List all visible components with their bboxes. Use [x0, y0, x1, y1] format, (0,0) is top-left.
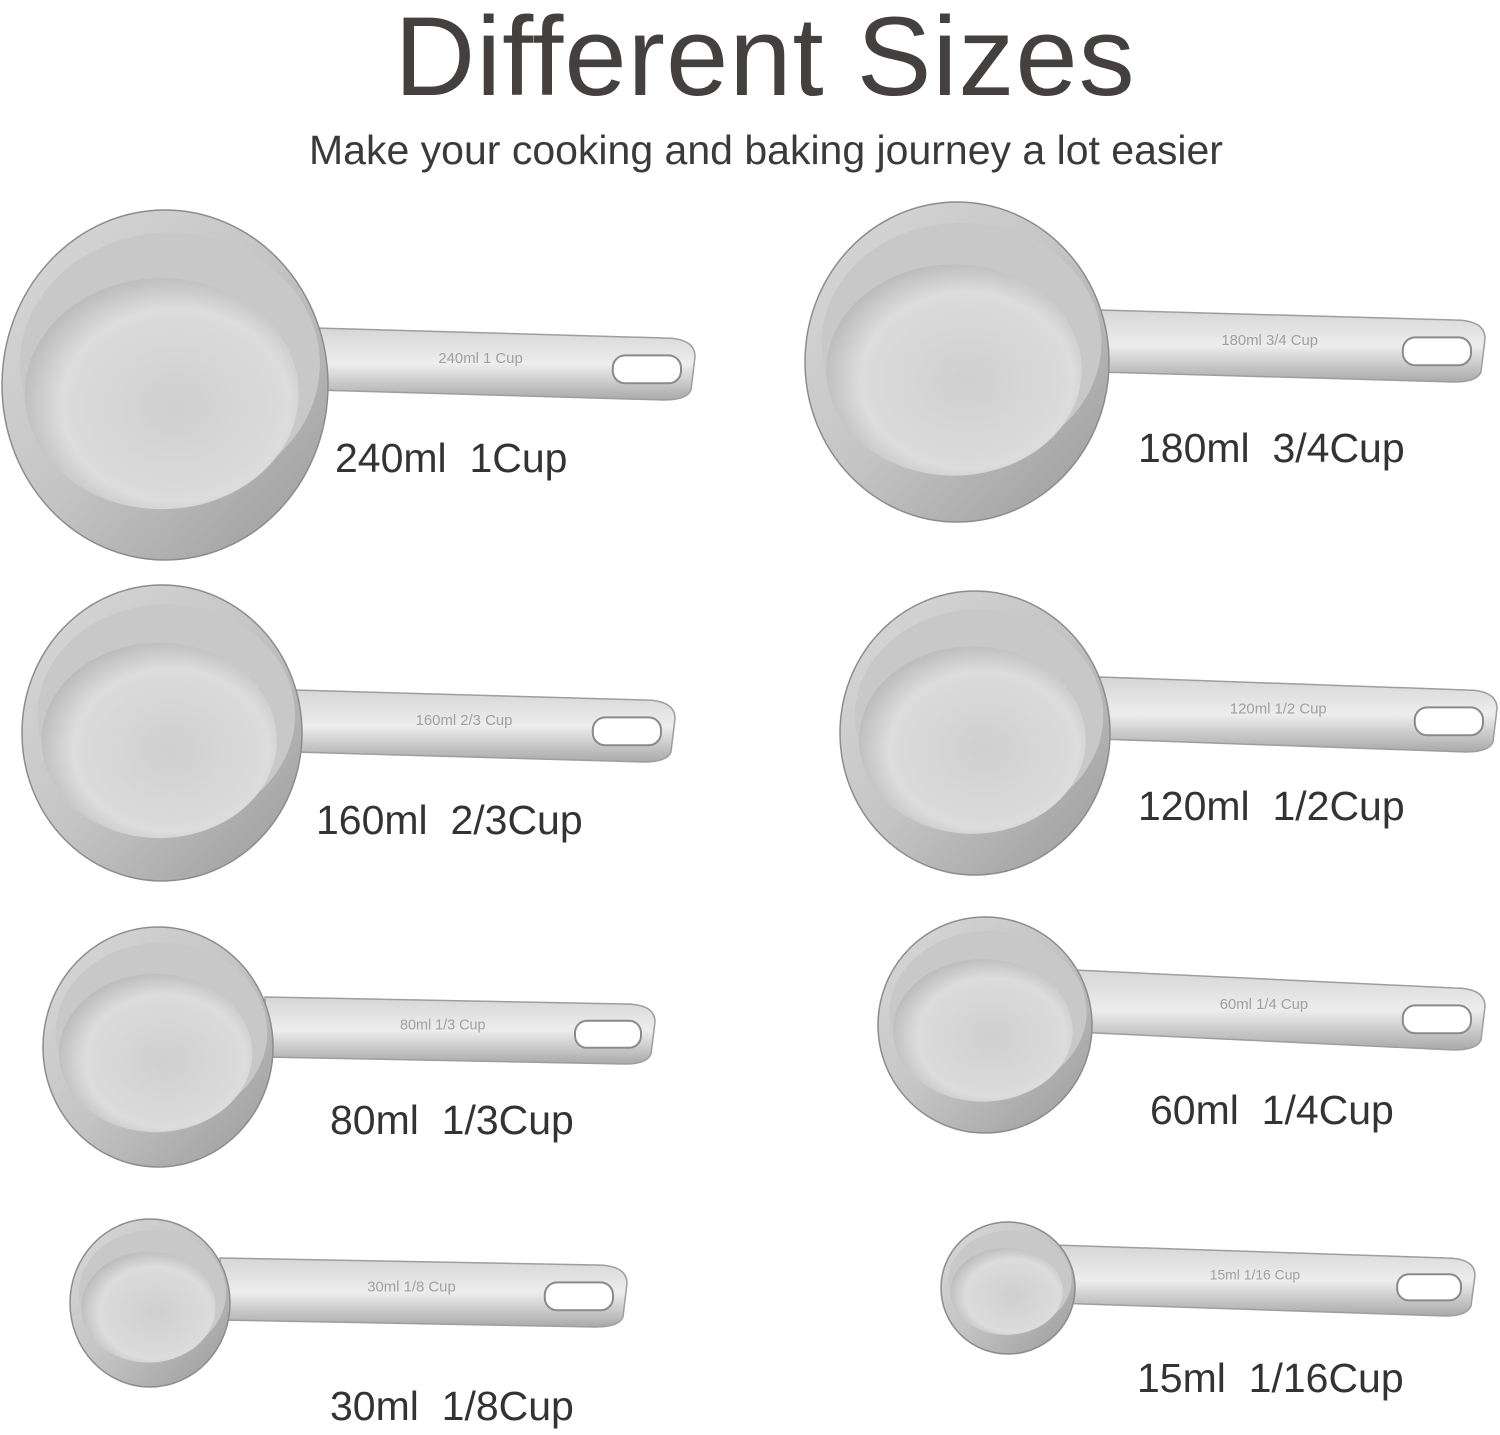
cup-bowl	[858, 646, 1086, 834]
cup-size-label: 120ml 1/2Cup	[1138, 783, 1405, 829]
measuring-cup: 180ml 3/4 Cup	[804, 201, 1486, 523]
measuring-cup: 120ml 1/2 Cup	[839, 590, 1498, 876]
measuring-cup: 30ml 1/8 Cup	[69, 1218, 628, 1388]
cup-size-label: 30ml 1/8Cup	[330, 1383, 574, 1429]
cup-size-label: 160ml 2/3Cup	[316, 797, 583, 843]
handle-engraving: 60ml 1/4 Cup	[1220, 997, 1308, 1013]
handle-engraving: 180ml 3/4 Cup	[1221, 333, 1318, 349]
cup-size-label: 80ml 1/3Cup	[330, 1097, 574, 1143]
cup-bowl	[24, 278, 299, 510]
cup-handle	[219, 1257, 628, 1328]
handle-engraving: 240ml 1 Cup	[438, 351, 522, 367]
page-title: Different Sizes	[394, 0, 1136, 119]
hanging-hole-icon	[543, 1281, 614, 1312]
cup-size-label: 60ml 1/4Cup	[1150, 1087, 1394, 1133]
cup-handle	[1099, 309, 1486, 383]
cup-bowl	[892, 959, 1073, 1102]
cup-size-label: 15ml 1/16Cup	[1137, 1355, 1404, 1401]
handle-engraving: 80ml 1/3 Cup	[400, 1017, 486, 1033]
hanging-hole-icon	[1401, 336, 1473, 367]
cup-handle	[1054, 1244, 1476, 1317]
cup-handle	[314, 327, 696, 401]
handle-engraving: 15ml 1/16 Cup	[1210, 1266, 1301, 1282]
measuring-cup: 160ml 2/3 Cup	[21, 584, 676, 882]
hanging-hole-icon	[1396, 1273, 1462, 1302]
cup-handle	[264, 996, 656, 1065]
cup-bowl	[950, 1247, 1063, 1335]
hanging-hole-icon	[1413, 706, 1485, 737]
page-subtitle: Make your cooking and baking journey a l…	[309, 127, 1223, 173]
cup-size-label: 240ml 1Cup	[335, 435, 568, 481]
handle-engraving: 160ml 2/3 Cup	[416, 713, 513, 729]
hanging-hole-icon	[574, 1019, 642, 1049]
handle-engraving: 120ml 1/2 Cup	[1230, 701, 1327, 717]
hanging-hole-icon	[591, 716, 662, 747]
cup-handle	[1074, 969, 1486, 1051]
handle-engraving: 30ml 1/8 Cup	[367, 1279, 455, 1295]
hanging-hole-icon	[611, 354, 682, 385]
measuring-cup: 15ml 1/16 Cup	[940, 1221, 1476, 1355]
cup-bowl	[81, 1251, 216, 1363]
cup-bowl	[826, 264, 1082, 476]
measuring-cup: 80ml 1/3 Cup	[42, 926, 656, 1168]
measuring-cup: 60ml 1/4 Cup	[877, 916, 1486, 1134]
cup-bowl	[41, 642, 277, 839]
hanging-hole-icon	[1401, 1004, 1473, 1035]
cup-bowl	[59, 973, 253, 1133]
cup-handle	[1099, 676, 1498, 753]
cup-handle	[294, 689, 676, 763]
measuring-cup: 240ml 1 Cup	[1, 209, 696, 561]
cup-size-label: 180ml 3/4Cup	[1138, 425, 1405, 471]
